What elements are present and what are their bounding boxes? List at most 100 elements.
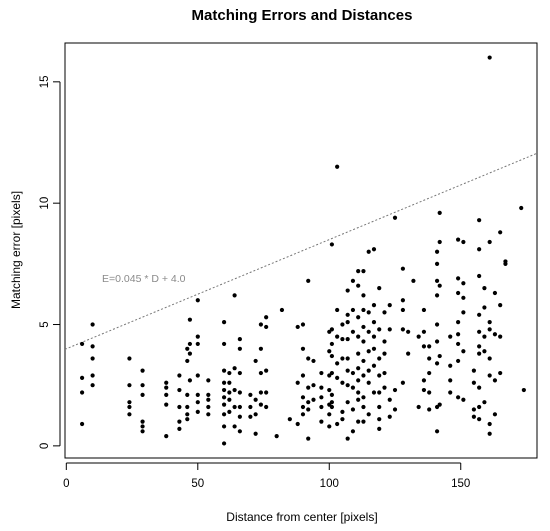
data-point	[79, 375, 85, 381]
data-point	[356, 334, 361, 339]
data-point	[140, 424, 145, 429]
data-point	[400, 380, 405, 385]
data-point	[356, 390, 361, 395]
data-point	[366, 329, 371, 334]
data-point	[456, 341, 461, 347]
data-point	[366, 349, 371, 354]
data-point	[434, 361, 440, 366]
data-point	[237, 336, 242, 342]
data-point	[350, 307, 356, 313]
data-point	[335, 334, 340, 339]
data-point	[237, 404, 242, 410]
data-point	[382, 310, 387, 315]
data-point	[264, 368, 269, 373]
data-point	[411, 278, 416, 283]
data-point	[164, 380, 169, 385]
data-point	[400, 298, 405, 303]
data-point	[498, 303, 503, 308]
data-point	[227, 409, 232, 414]
data-point	[477, 273, 482, 279]
data-point	[350, 429, 356, 434]
data-point	[164, 402, 169, 407]
data-point	[345, 368, 350, 373]
data-point	[90, 373, 95, 378]
data-point	[482, 286, 487, 291]
data-point	[329, 392, 334, 398]
data-point	[221, 424, 227, 429]
x-tick-label: 150	[451, 478, 470, 490]
data-point	[487, 373, 492, 378]
data-point	[421, 329, 427, 334]
data-point	[498, 334, 503, 339]
data-point	[503, 261, 508, 266]
data-point	[258, 402, 263, 407]
data-point	[387, 414, 392, 419]
data-point	[237, 370, 242, 376]
data-point	[177, 419, 182, 424]
data-point	[329, 327, 334, 332]
data-point	[487, 319, 492, 325]
data-point	[366, 368, 371, 373]
data-point	[377, 426, 382, 431]
data-point	[287, 417, 292, 422]
data-point	[392, 407, 398, 412]
data-point	[421, 344, 427, 349]
data-point	[400, 327, 405, 332]
x-tick-label: 0	[63, 478, 69, 490]
data-point	[206, 378, 211, 383]
data-point	[274, 434, 279, 439]
data-point	[319, 395, 324, 400]
data-point	[377, 286, 382, 291]
data-point	[185, 392, 190, 398]
data-point	[221, 387, 227, 393]
fit-line	[64, 152, 538, 350]
data-point	[487, 327, 492, 332]
data-point	[306, 385, 311, 390]
data-point	[319, 385, 324, 390]
data-point	[79, 341, 85, 347]
data-point	[206, 412, 211, 417]
data-point	[456, 319, 461, 325]
data-point	[387, 303, 392, 308]
data-point	[371, 363, 377, 368]
data-point	[377, 404, 382, 410]
data-point	[227, 380, 232, 385]
data-point	[90, 344, 95, 349]
data-point	[258, 390, 263, 395]
data-point	[434, 322, 440, 327]
data-point	[377, 373, 382, 378]
data-point	[427, 407, 432, 412]
data-point	[187, 341, 193, 347]
data-point	[187, 351, 193, 356]
data-point	[335, 307, 340, 313]
data-point	[248, 414, 253, 419]
data-point	[327, 349, 332, 354]
data-point	[387, 397, 392, 402]
data-point	[264, 390, 269, 395]
data-point	[434, 249, 440, 254]
data-point	[227, 390, 232, 395]
data-point	[366, 310, 371, 315]
data-point	[416, 404, 421, 410]
data-point	[319, 419, 324, 424]
x-tick-label: 50	[191, 478, 204, 490]
data-point	[487, 239, 492, 245]
data-point	[79, 390, 85, 395]
data-point	[477, 404, 482, 410]
data-point	[356, 283, 361, 288]
data-point	[140, 392, 145, 398]
data-point	[477, 329, 482, 334]
data-point	[361, 373, 366, 378]
data-point	[140, 429, 145, 434]
y-axis: 0 5 10 15	[39, 75, 61, 449]
data-point	[164, 385, 169, 390]
data-point	[477, 218, 482, 223]
data-point	[340, 380, 345, 385]
data-point	[206, 392, 211, 398]
data-point	[361, 339, 366, 344]
data-point	[492, 378, 498, 383]
data-point	[185, 358, 190, 364]
data-point	[221, 368, 227, 373]
data-point	[340, 322, 345, 327]
data-point	[335, 164, 340, 169]
